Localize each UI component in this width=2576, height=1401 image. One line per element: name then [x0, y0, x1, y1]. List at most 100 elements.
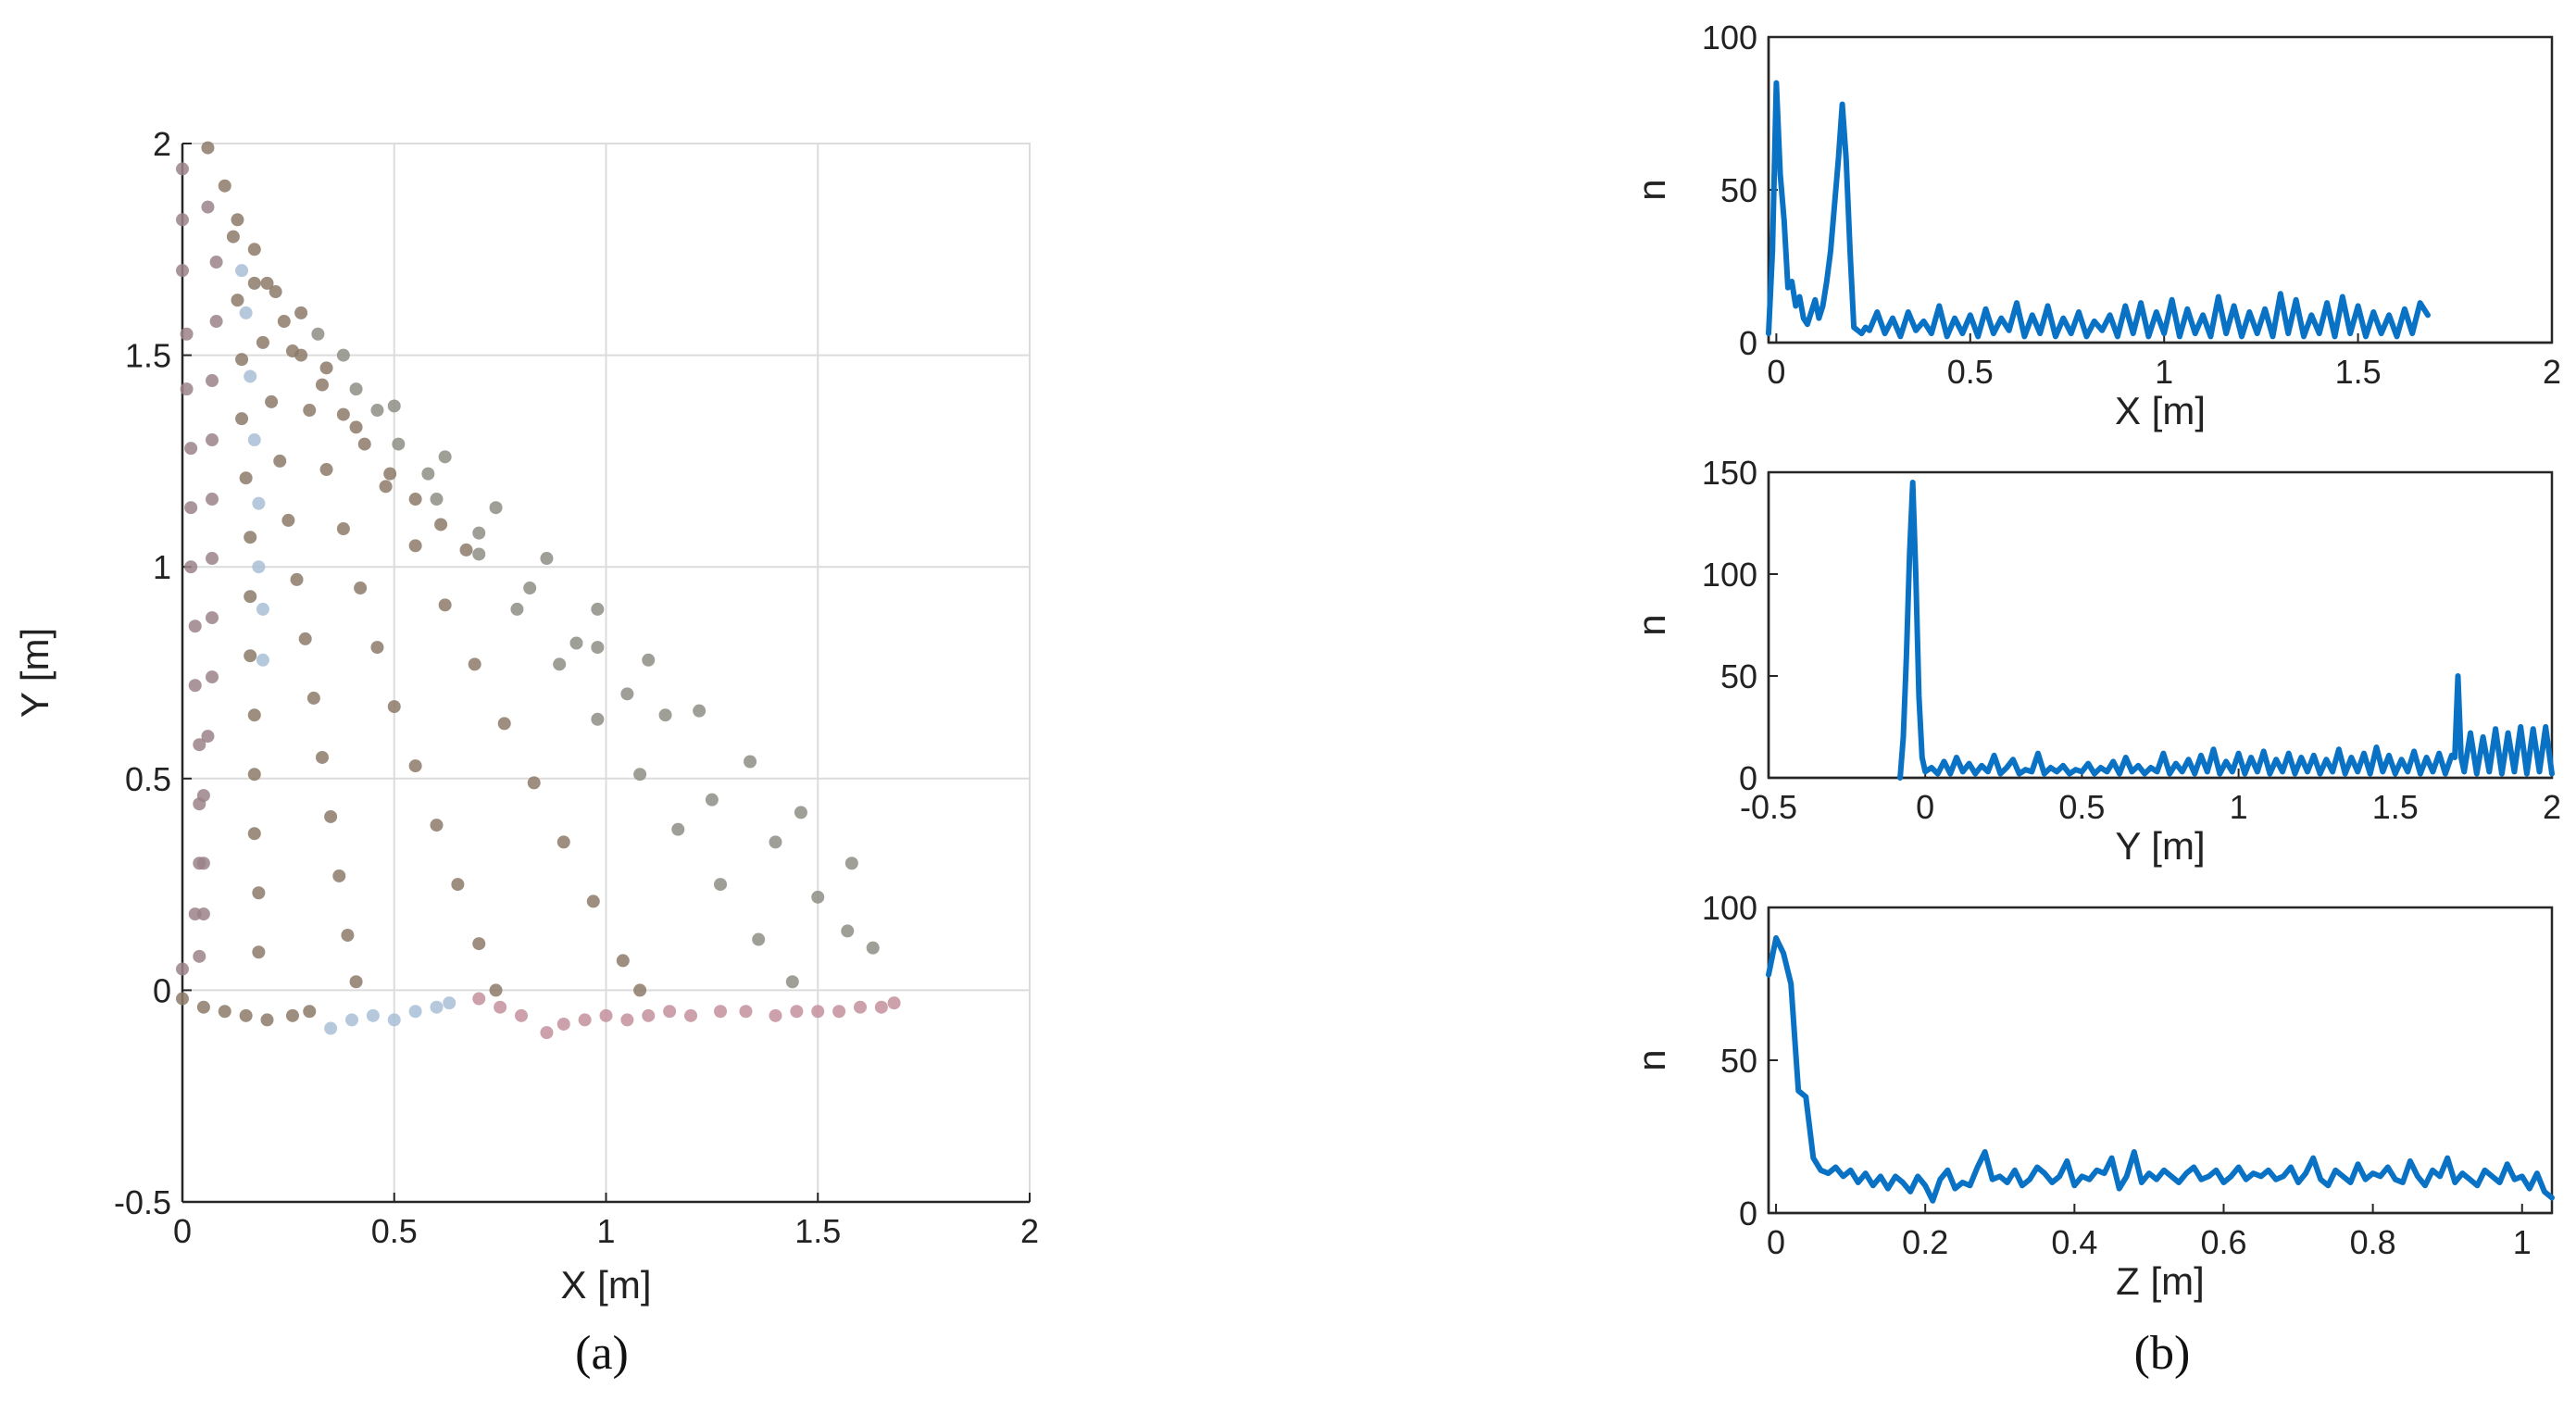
scatter-point	[315, 750, 329, 764]
scatter-point	[252, 496, 266, 510]
scatter-point	[226, 230, 240, 244]
scatter-point	[671, 822, 685, 836]
y-tick-label: 2	[153, 125, 171, 163]
scatter-point	[591, 641, 605, 655]
x-tick-label: 1	[2230, 788, 2248, 826]
scatter-point	[744, 755, 757, 769]
x-tick-label: 1	[2513, 1223, 2532, 1261]
scatter-point	[366, 1008, 380, 1022]
scatter-point	[769, 1008, 782, 1022]
y-axis-label: n	[1630, 179, 1673, 200]
scatter-point	[209, 315, 223, 329]
scatter-point	[430, 819, 444, 832]
scatter-point	[176, 213, 189, 227]
scatter-point	[252, 886, 266, 900]
scatter-point	[285, 1008, 299, 1022]
x-tick-label: 0.8	[2350, 1223, 2396, 1261]
scatter-point	[247, 276, 261, 290]
scatter-point	[714, 1005, 728, 1019]
scatter-point	[832, 1005, 846, 1019]
scatter-point	[383, 467, 397, 481]
scatter-point	[489, 501, 503, 515]
scatter-point	[451, 878, 465, 892]
scatter-point	[790, 1005, 804, 1019]
x-tick-label: 0.5	[1947, 353, 1994, 391]
scatter-point	[184, 560, 198, 574]
scatter-point	[277, 315, 291, 329]
scatter-point	[887, 996, 901, 1010]
scatter-point	[244, 531, 257, 544]
scatter-point	[705, 793, 719, 807]
scatter-point	[714, 878, 728, 892]
scatter-point	[303, 1005, 317, 1019]
scatter-point	[421, 467, 435, 481]
x-tick-label: 2	[2543, 788, 2561, 826]
scatter-point	[188, 619, 202, 633]
scatter-point	[438, 450, 452, 464]
scatter-point	[196, 1000, 210, 1014]
scatter-point	[408, 1005, 422, 1019]
scatter-point	[239, 471, 253, 485]
x-tick-label: 2	[1020, 1212, 1039, 1250]
scatter-point	[349, 975, 363, 989]
scatter-point	[206, 611, 219, 625]
scatter-point	[591, 602, 605, 616]
scatter-point	[616, 954, 630, 968]
scatter-point	[235, 264, 249, 278]
scatter-point	[642, 653, 656, 667]
scatter-point	[794, 806, 807, 819]
scatter-point	[184, 442, 198, 456]
x-tick-label: -0.5	[1740, 788, 1797, 826]
scatter-point	[556, 1017, 570, 1031]
scatter-point	[265, 394, 279, 408]
scatter-point	[256, 653, 269, 667]
scatter-point	[247, 243, 261, 256]
x-axis-label: Z [m]	[2116, 1259, 2205, 1303]
scatter-point	[324, 809, 338, 823]
scatter-point	[341, 928, 355, 942]
scatter-point	[489, 983, 503, 997]
scatter-point	[510, 602, 524, 616]
scatter-point	[472, 547, 486, 561]
scatter-point	[494, 1000, 507, 1014]
x-tick-label: 0.2	[1902, 1223, 1948, 1261]
scatter-point	[620, 687, 634, 701]
x-tick-label: 0.5	[2058, 788, 2105, 826]
x-tick-label: 0	[173, 1212, 192, 1250]
scatter-point	[523, 582, 537, 595]
scatter-point	[459, 543, 473, 557]
y-tick-label: 1.5	[125, 337, 171, 375]
plot-frame	[1767, 470, 2554, 780]
scatter-point	[269, 285, 282, 299]
y-tick-label: 100	[1702, 19, 1757, 56]
scatter-point	[553, 657, 567, 671]
scatter-point	[176, 264, 189, 278]
scatter-point	[387, 399, 401, 413]
scatter-point	[349, 382, 363, 396]
scatter-point	[193, 949, 206, 963]
scatter-point	[180, 382, 194, 396]
scatter-point	[527, 776, 541, 790]
scatter-point	[578, 1013, 592, 1027]
y-tick-label: 50	[1720, 657, 1757, 695]
y-tick-label: 0	[1739, 324, 1757, 362]
scatter-point	[303, 404, 317, 418]
scatter-point	[556, 835, 570, 849]
scatter-point	[370, 404, 384, 418]
scatter-point	[841, 924, 855, 938]
scatter-point	[430, 493, 444, 507]
scatter-point	[357, 437, 371, 451]
scatter-point	[239, 306, 253, 319]
scatter-point	[311, 327, 325, 341]
y-tick-label: 0.5	[125, 760, 171, 798]
scatter-point	[408, 539, 422, 553]
scatter-point	[180, 327, 194, 341]
scatter-point	[273, 454, 287, 468]
series-line	[1897, 480, 2555, 781]
scatter-point	[569, 636, 583, 650]
scatter-point	[294, 348, 308, 362]
scatter-point	[193, 738, 206, 752]
scatter-point	[332, 869, 346, 882]
y-tick-label: 0	[1739, 1195, 1757, 1232]
scatter-point	[206, 433, 219, 447]
